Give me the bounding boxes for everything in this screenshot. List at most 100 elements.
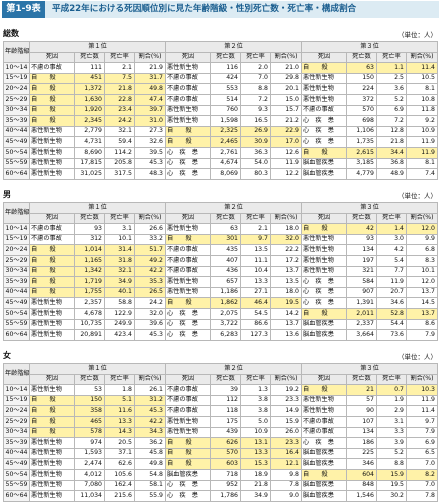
deaths-column-header: 死亡数 <box>346 51 377 64</box>
unit-label: （単位：人） <box>398 31 437 39</box>
rate-cell: 7.5 <box>104 72 135 85</box>
share-cell: 32.0 <box>134 307 166 320</box>
deaths-cell: 570 <box>210 447 241 460</box>
table-row: 25～29 自 殺 1,630 22.8 47.4 不慮の事故 514 7.2 15.0 悪性新生… <box>3 93 438 106</box>
deaths-cell: 112 <box>210 394 241 407</box>
deaths-cell: 93 <box>74 223 105 235</box>
cause-cell: 悪性新生物 <box>165 426 211 439</box>
deaths-column-header: 死亡数 <box>74 212 105 225</box>
rate-column-header: 死亡率 <box>376 212 407 225</box>
share-cell: 11.9 <box>270 157 302 170</box>
table-row: 60～64 悪性新生物 20,891 423.4 45.3 心 疾 患 6,283 127.3… <box>3 329 438 341</box>
cause-cell: 自 殺 <box>165 125 211 138</box>
cause-cell: 不慮の事故 <box>165 93 211 106</box>
deaths-cell: 93 <box>346 233 377 246</box>
rate-cell: 5.2 <box>376 93 407 106</box>
cause-cell: 悪性新生物 <box>29 479 75 492</box>
rate-cell: 3.6 <box>376 83 407 95</box>
share-cell: 12.0 <box>406 276 438 288</box>
share-column-header: 割合(%) <box>270 51 302 64</box>
share-cell: 26.0 <box>270 426 302 439</box>
cause-cell: 悪性新生物 <box>165 276 211 288</box>
share-cell: 10.3 <box>406 384 438 396</box>
share-column-header: 割合(%) <box>406 373 438 386</box>
age-group-cell: 60～64 <box>3 168 30 180</box>
age-group-cell: 30～34 <box>3 104 30 117</box>
share-cell: 14.5 <box>406 297 438 309</box>
age-group-cell: 55～59 <box>3 157 30 170</box>
share-cell: 10.9 <box>406 125 438 138</box>
rate-cell: 7.0 <box>240 72 271 85</box>
deaths-cell: 435 <box>210 244 241 256</box>
share-cell: 6.9 <box>406 437 438 449</box>
table-row: 20～24 自 殺 1,372 21.8 49.8 不慮の事故 553 8.8 20.1 悪性新生… <box>3 83 438 95</box>
cause-cell: 心 疾 患 <box>165 318 211 331</box>
deaths-cell: 372 <box>346 93 377 106</box>
cause-cell: 自 殺 <box>29 104 75 117</box>
rate-cell: 8.8 <box>240 83 271 95</box>
share-cell: 12.0 <box>406 223 438 235</box>
deaths-cell: 90 <box>346 405 377 417</box>
deaths-cell: 1,186 <box>210 286 241 299</box>
share-cell: 39.6 <box>134 318 166 331</box>
share-cell: 8.6 <box>406 318 438 331</box>
share-cell: 13.6 <box>270 329 302 341</box>
rate-cell: 7.7 <box>376 265 407 278</box>
cause-cell: 自 殺 <box>29 254 75 267</box>
rate-cell: 1.1 <box>376 62 407 74</box>
table-row: 40～44 自 殺 1,755 40.1 26.5 悪性新生物 1,186 27.1 18.0 心… <box>3 286 438 299</box>
table-row: 15～19 自 殺 451 7.5 31.7 不慮の事故 424 7.0 29.8 悪性新生物 15… <box>3 72 438 85</box>
rate-cell: 52.8 <box>376 307 407 320</box>
table-row: 50～54 悪性新生物 4,678 122.9 32.0 心 疾 患 2,075 54.5 14… <box>3 307 438 320</box>
share-cell: 31.0 <box>134 115 166 127</box>
deaths-cell: 321 <box>346 265 377 278</box>
share-column-header: 割合(%) <box>134 51 166 64</box>
deaths-column-header: 死亡数 <box>210 51 241 64</box>
share-cell: 9.7 <box>406 415 438 428</box>
age-group-cell: 35～39 <box>3 437 30 449</box>
cause-cell: 悪性新生物 <box>165 286 211 299</box>
table-row: 45～49 悪性新生物 2,474 62.6 49.8 自 殺 603 15.3 12.1 脳血管… <box>3 458 438 470</box>
deaths-cell: 3,185 <box>346 157 377 170</box>
cause-cell: 心 疾 患 <box>165 157 211 170</box>
rate-cell: 23.4 <box>104 104 135 117</box>
cause-cell: 心 疾 患 <box>301 286 347 299</box>
cause-cell: 悪性新生物 <box>165 415 211 428</box>
share-cell: 26.5 <box>134 286 166 299</box>
rate-cell: 13.3 <box>240 276 271 288</box>
cause-cell: 悪性新生物 <box>29 468 75 481</box>
deaths-cell: 1,862 <box>210 297 241 309</box>
deaths-cell: 4,674 <box>210 157 241 170</box>
cause-cell: 悪性新生物 <box>29 329 75 341</box>
age-group-cell: 45～49 <box>3 458 30 470</box>
ranking-table: 年齢階級 第１位 第２位 第３位 死因 死亡数 死亡率 割合(%) 死因 死亡数 死亡率 割合(%) 死… <box>3 40 438 180</box>
deaths-cell: 186 <box>346 437 377 449</box>
rate-cell: 114.2 <box>104 146 135 159</box>
rate-cell: 2.5 <box>376 72 407 85</box>
share-cell: 58.1 <box>134 479 166 492</box>
rank2-header: 第２位 <box>165 202 302 214</box>
deaths-cell: 4,731 <box>74 136 105 148</box>
cause-column-header: 死因 <box>29 212 75 225</box>
cause-cell: 悪性新生物 <box>29 318 75 331</box>
share-cell: 32.6 <box>134 136 166 148</box>
share-cell: 21.9 <box>134 62 166 74</box>
rate-cell: 58.8 <box>104 297 135 309</box>
age-group-cell: 60～64 <box>3 329 30 341</box>
cause-cell: 自 殺 <box>165 447 211 460</box>
rate-cell: 36.8 <box>376 157 407 170</box>
rate-cell: 54.0 <box>240 157 271 170</box>
share-cell: 39.5 <box>134 146 166 159</box>
cause-cell: 自 殺 <box>165 233 211 246</box>
rate-cell: 62.6 <box>104 458 135 470</box>
deaths-cell: 974 <box>74 437 105 449</box>
share-cell: 42.2 <box>134 265 166 278</box>
deaths-cell: 2,474 <box>74 458 105 470</box>
rate-cell: 13.3 <box>104 415 135 428</box>
age-group-cell: 50～54 <box>3 146 30 159</box>
deaths-cell: 224 <box>346 83 377 95</box>
rate-cell: 31.8 <box>104 254 135 267</box>
rate-cell: 3.8 <box>240 405 271 417</box>
rate-cell: 30.9 <box>240 136 271 148</box>
deaths-cell: 1,391 <box>346 297 377 309</box>
